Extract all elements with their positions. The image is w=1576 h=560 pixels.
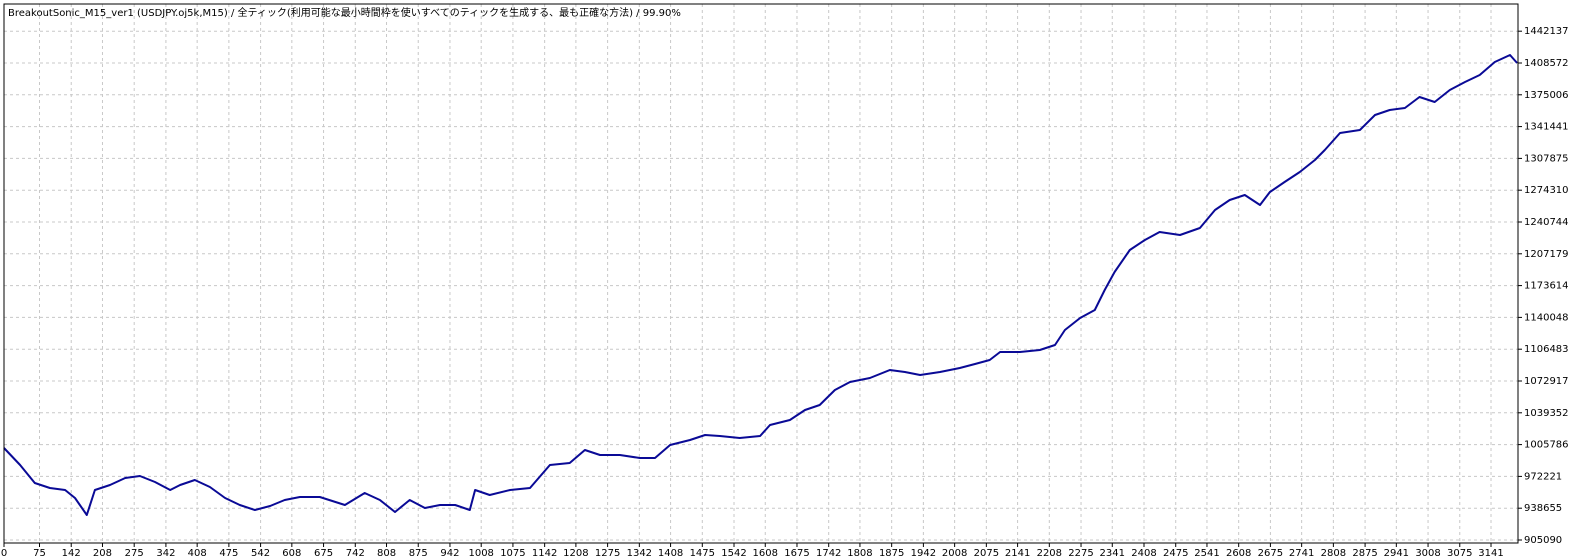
x-tick-label: 2608 [1226, 548, 1251, 559]
x-tick-label: 1675 [784, 548, 809, 559]
x-tick-label: 808 [377, 548, 396, 559]
x-tick-label: 2875 [1352, 548, 1377, 559]
x-tick-label: 2275 [1068, 548, 1093, 559]
x-tick-label: 2075 [974, 548, 999, 559]
y-tick-label: 1140048 [1524, 312, 1569, 323]
x-tick-label: 1008 [468, 548, 493, 559]
y-tick-label: 1173614 [1524, 281, 1569, 292]
y-tick-label: 1341441 [1524, 122, 1569, 133]
x-tick-label: 2141 [1005, 548, 1030, 559]
x-tick-label: 3008 [1415, 548, 1440, 559]
x-tick-label: 1208 [563, 548, 588, 559]
x-tick-label: 1075 [500, 548, 525, 559]
x-tick-label: 2541 [1194, 548, 1219, 559]
x-tick-label: 1942 [911, 548, 936, 559]
y-tick-label: 938655 [1524, 503, 1562, 514]
y-tick-label: 1039352 [1524, 408, 1569, 419]
equity-line [3, 54, 1518, 516]
x-tick-label: 275 [125, 548, 144, 559]
x-tick-label: 475 [219, 548, 238, 559]
x-tick-label: 2341 [1100, 548, 1125, 559]
chart-title: BreakoutSonic_M15_ver1 (USDJPY.oj5k,M15)… [8, 6, 681, 19]
y-tick-label: 1307875 [1524, 153, 1569, 164]
x-tick-label: 1608 [753, 548, 778, 559]
x-tick-label: 1742 [816, 548, 841, 559]
x-tick-label: 942 [440, 548, 459, 559]
x-tick-label: 742 [346, 548, 365, 559]
x-tick-label: 608 [282, 548, 301, 559]
y-tick-label: 1106483 [1524, 344, 1569, 355]
y-tick-label: 972221 [1524, 471, 1562, 482]
y-tick-label: 1072917 [1524, 376, 1569, 387]
y-tick-label: 1207179 [1524, 249, 1569, 260]
x-tick-label: 542 [251, 548, 270, 559]
x-tick-label: 3075 [1447, 548, 1472, 559]
y-tick-label: 1274310 [1524, 185, 1569, 196]
x-tick-label: 1142 [532, 548, 557, 559]
x-tick-label: 2808 [1321, 548, 1346, 559]
plot-frame [3, 3, 1519, 544]
x-tick-label: 675 [314, 548, 333, 559]
x-tick-label: 1342 [627, 548, 652, 559]
x-tick-label: 1275 [595, 548, 620, 559]
plot [3, 54, 1518, 516]
x-tick-label: 2475 [1163, 548, 1188, 559]
x-tick-label: 408 [188, 548, 207, 559]
x-tick-label: 342 [156, 548, 175, 559]
y-tick-label: 905090 [1524, 535, 1562, 546]
x-tick-label: 2008 [942, 548, 967, 559]
x-tick-label: 2941 [1384, 548, 1409, 559]
x-tick-label: 75 [33, 548, 46, 559]
x-tick-label: 2741 [1289, 548, 1314, 559]
x-tick-label: 2408 [1131, 548, 1156, 559]
x-tick-label: 1542 [721, 548, 746, 559]
x-tick-label: 0 [1, 548, 7, 559]
y-tick-label: 1408572 [1524, 58, 1569, 69]
y-tick-label: 1005786 [1524, 440, 1569, 451]
x-tick-label: 875 [409, 548, 428, 559]
y-tick-label: 1375006 [1524, 90, 1569, 101]
x-tick-label: 1475 [690, 548, 715, 559]
x-tick-label: 142 [62, 548, 81, 559]
x-tick-label: 3141 [1478, 548, 1503, 559]
x-tick-label: 2675 [1258, 548, 1283, 559]
x-tick-label: 2208 [1037, 548, 1062, 559]
x-tick-label: 1408 [658, 548, 683, 559]
x-tick-label: 208 [93, 548, 112, 559]
x-tick-label: 1875 [879, 548, 904, 559]
grid [3, 4, 1518, 543]
x-tick-label: 1808 [847, 548, 872, 559]
y-tick-label: 1240744 [1524, 217, 1569, 228]
y-tick-label: 1442137 [1524, 26, 1569, 37]
